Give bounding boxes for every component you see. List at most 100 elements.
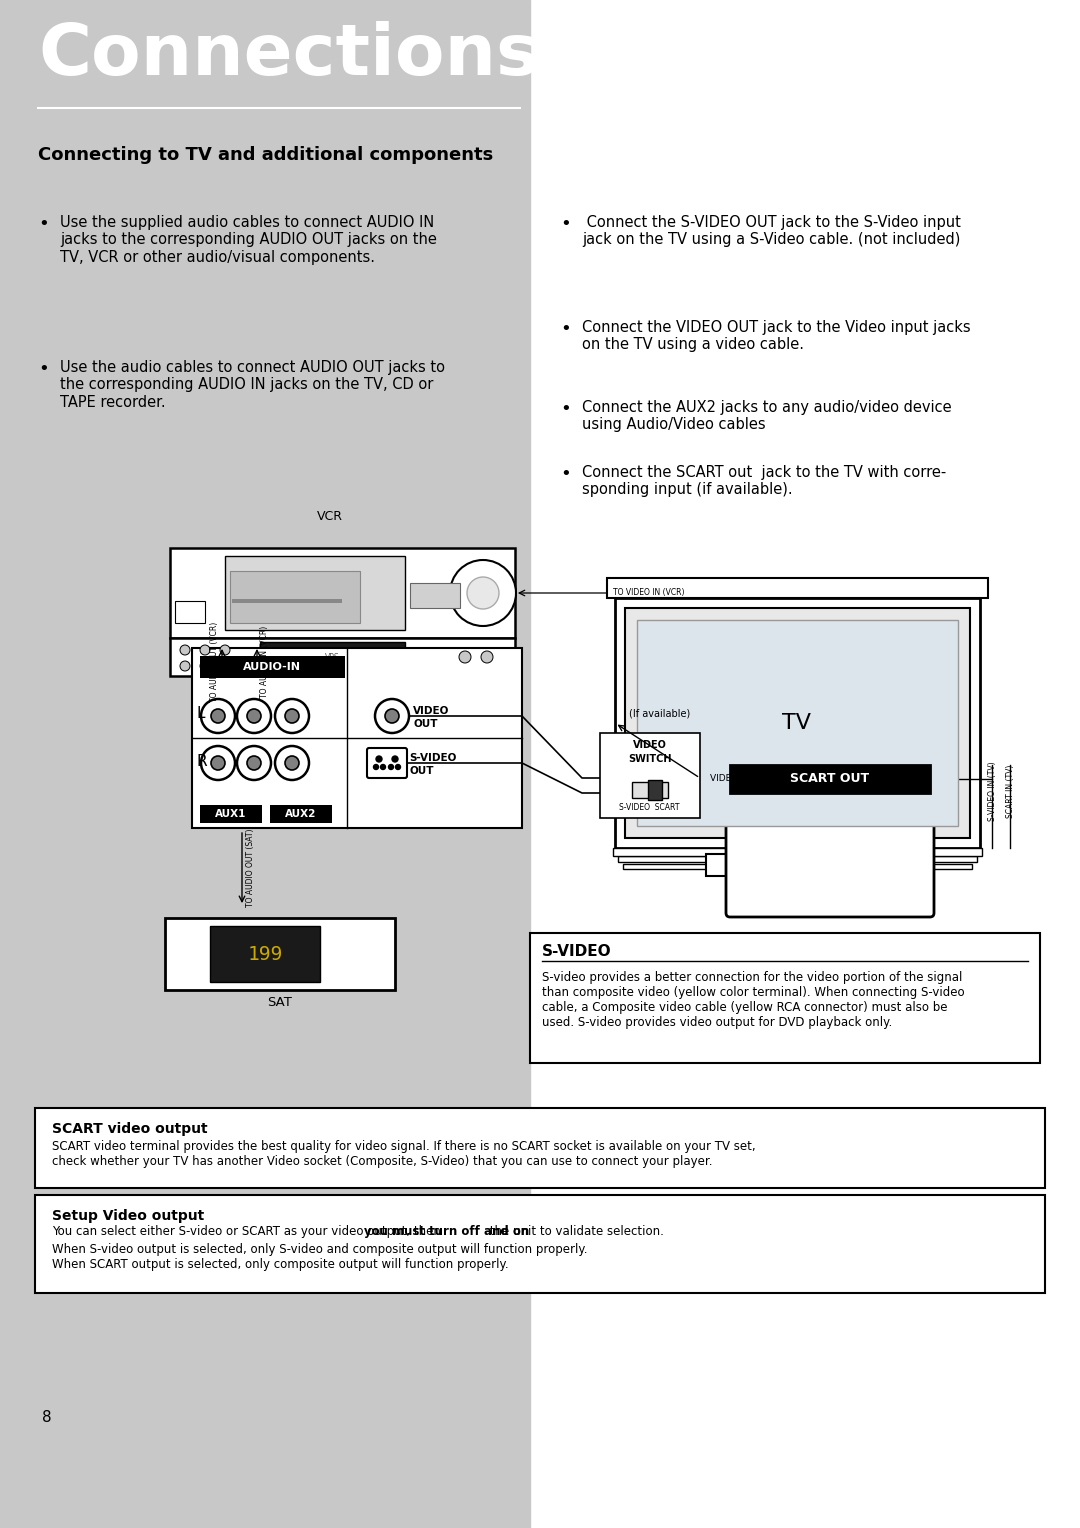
Text: VCR: VCR bbox=[318, 510, 343, 523]
Bar bbox=[270, 805, 332, 824]
Text: •: • bbox=[38, 361, 49, 377]
Bar bbox=[175, 601, 205, 623]
Text: AUX2: AUX2 bbox=[285, 808, 316, 819]
Circle shape bbox=[481, 651, 492, 663]
Text: TO AUDIO OUT (VCR): TO AUDIO OUT (VCR) bbox=[210, 622, 218, 703]
Circle shape bbox=[285, 709, 299, 723]
Circle shape bbox=[237, 698, 271, 733]
Bar bbox=[35, 1195, 1045, 1293]
Bar bbox=[607, 578, 988, 597]
Circle shape bbox=[374, 764, 378, 770]
Bar bbox=[35, 1108, 1045, 1187]
Text: Use the supplied audio cables to connect AUDIO IN
jacks to the corresponding AUD: Use the supplied audio cables to connect… bbox=[60, 215, 437, 264]
Circle shape bbox=[211, 756, 225, 770]
Circle shape bbox=[247, 756, 261, 770]
Bar bbox=[410, 584, 460, 608]
Circle shape bbox=[200, 662, 210, 671]
Bar bbox=[730, 766, 930, 793]
Bar bbox=[623, 863, 972, 869]
Text: TV: TV bbox=[783, 714, 811, 733]
Text: (If available): (If available) bbox=[630, 709, 690, 720]
Text: AUDIO-IN: AUDIO-IN bbox=[243, 662, 301, 672]
Text: AUX1: AUX1 bbox=[215, 808, 246, 819]
Bar bbox=[165, 918, 395, 990]
Bar bbox=[260, 642, 405, 672]
Bar bbox=[632, 782, 669, 798]
Bar bbox=[200, 805, 262, 824]
FancyBboxPatch shape bbox=[367, 749, 407, 778]
Text: S-video provides a better connection for the video portion of the signal
than co: S-video provides a better connection for… bbox=[542, 970, 964, 1028]
Text: TO AUDIO OUT (SAT): TO AUDIO OUT (SAT) bbox=[245, 828, 255, 908]
Bar bbox=[600, 733, 700, 817]
Bar bbox=[210, 926, 320, 983]
Text: Connect the S-VIDEO OUT jack to the S-Video input
jack on the TV using a S-Video: Connect the S-VIDEO OUT jack to the S-Vi… bbox=[582, 215, 961, 248]
Circle shape bbox=[384, 709, 399, 723]
Text: •: • bbox=[561, 319, 570, 338]
Circle shape bbox=[201, 698, 235, 733]
Text: you must turn off and on: you must turn off and on bbox=[364, 1225, 529, 1238]
Text: SCART IN (TV): SCART IN (TV) bbox=[1005, 764, 1014, 817]
Circle shape bbox=[450, 559, 516, 626]
Text: OUT: OUT bbox=[409, 766, 433, 776]
Text: 199: 199 bbox=[247, 944, 283, 964]
Circle shape bbox=[247, 709, 261, 723]
Text: VIDEO IN (TV): VIDEO IN (TV) bbox=[710, 773, 772, 782]
Text: SCART video output: SCART video output bbox=[52, 1122, 207, 1135]
Text: You can select either S-video or SCART as your video output, then: You can select either S-video or SCART a… bbox=[52, 1225, 445, 1238]
Circle shape bbox=[285, 756, 299, 770]
Text: the unit to validate selection.: the unit to validate selection. bbox=[486, 1225, 664, 1238]
Text: TO VIDEO IN (VCR): TO VIDEO IN (VCR) bbox=[613, 588, 685, 597]
Text: Use the audio cables to connect AUDIO OUT jacks to
the corresponding AUDIO IN ja: Use the audio cables to connect AUDIO OU… bbox=[60, 361, 445, 410]
Bar bbox=[170, 639, 515, 675]
Text: •: • bbox=[561, 400, 570, 419]
Circle shape bbox=[201, 746, 235, 779]
Text: L: L bbox=[197, 706, 205, 721]
Text: VPS: VPS bbox=[325, 652, 339, 662]
Bar bbox=[200, 656, 345, 678]
Bar bbox=[192, 648, 522, 828]
Circle shape bbox=[375, 698, 409, 733]
Text: OUT: OUT bbox=[413, 720, 437, 729]
Text: S-VIDEO  SCART: S-VIDEO SCART bbox=[619, 804, 679, 813]
Bar bbox=[618, 856, 977, 862]
Circle shape bbox=[459, 651, 471, 663]
Bar bbox=[648, 779, 662, 801]
Text: S-VIDEO: S-VIDEO bbox=[409, 753, 457, 762]
Text: R: R bbox=[197, 753, 207, 769]
Text: VIDEO: VIDEO bbox=[413, 706, 449, 717]
Text: When S-video output is selected, only S-video and composite output will function: When S-video output is selected, only S-… bbox=[52, 1242, 588, 1271]
Circle shape bbox=[467, 578, 499, 610]
Text: SWITCH: SWITCH bbox=[629, 753, 672, 764]
Text: •: • bbox=[38, 215, 49, 232]
Bar bbox=[225, 556, 405, 630]
Text: Connect the SCART out  jack to the TV with corre-
sponding input (if available).: Connect the SCART out jack to the TV wit… bbox=[582, 465, 946, 498]
Circle shape bbox=[275, 746, 309, 779]
FancyBboxPatch shape bbox=[726, 792, 934, 917]
Circle shape bbox=[200, 645, 210, 656]
Text: Connect the AUX2 jacks to any audio/video device
using Audio/Video cables: Connect the AUX2 jacks to any audio/vide… bbox=[582, 400, 951, 432]
Bar bbox=[0, 0, 530, 1528]
Circle shape bbox=[237, 746, 271, 779]
Text: SCART OUT: SCART OUT bbox=[791, 773, 869, 785]
Circle shape bbox=[392, 756, 399, 762]
Text: Setup Video output: Setup Video output bbox=[52, 1209, 204, 1222]
Circle shape bbox=[275, 698, 309, 733]
Text: Connecting to TV and additional components: Connecting to TV and additional componen… bbox=[38, 147, 494, 163]
Text: VIDEO: VIDEO bbox=[633, 740, 667, 750]
Bar bbox=[530, 934, 1040, 1063]
Bar bbox=[637, 620, 958, 827]
Text: Connect the VIDEO OUT jack to the Video input jacks
on the TV using a video cabl: Connect the VIDEO OUT jack to the Video … bbox=[582, 319, 971, 353]
Circle shape bbox=[211, 709, 225, 723]
Text: •: • bbox=[561, 215, 570, 232]
Text: S-VIDEO IN (TV): S-VIDEO IN (TV) bbox=[987, 761, 997, 821]
Text: Connections: Connections bbox=[38, 20, 539, 90]
Text: •: • bbox=[561, 465, 570, 483]
Text: SCART video terminal provides the best quality for video signal. If there is no : SCART video terminal provides the best q… bbox=[52, 1140, 756, 1167]
Circle shape bbox=[220, 662, 230, 671]
Bar bbox=[706, 854, 888, 876]
Bar bbox=[170, 549, 515, 639]
Text: TO AUDIO IN (VCR): TO AUDIO IN (VCR) bbox=[260, 626, 270, 698]
Bar bbox=[230, 571, 360, 623]
Circle shape bbox=[180, 645, 190, 656]
Text: S-VIDEO: S-VIDEO bbox=[542, 943, 611, 958]
